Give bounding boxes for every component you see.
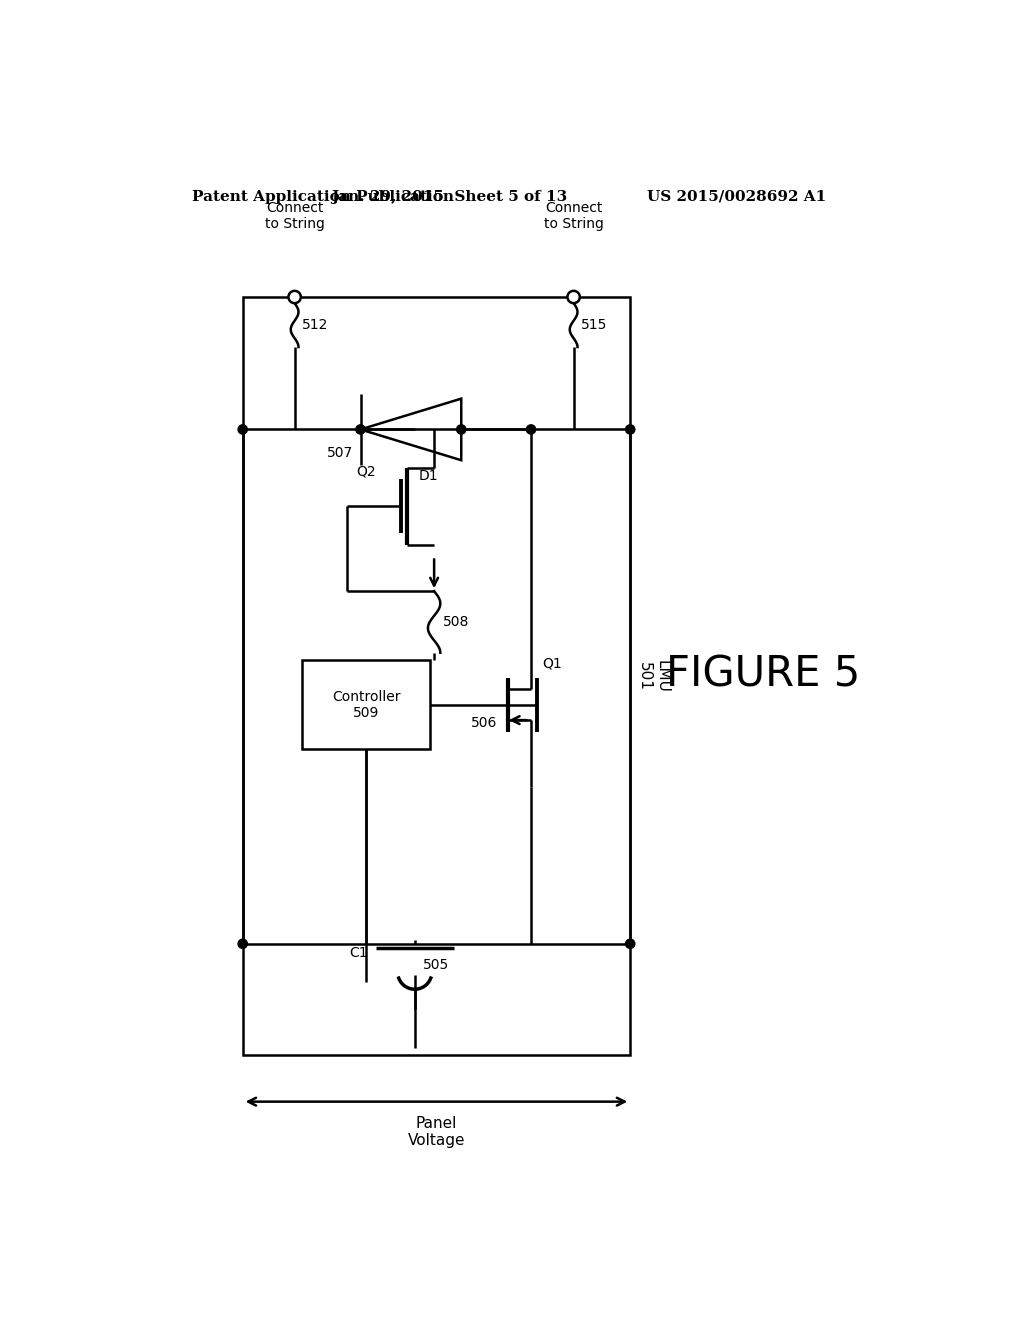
Circle shape (626, 940, 635, 949)
Circle shape (567, 290, 580, 304)
Circle shape (457, 425, 466, 434)
Text: Controller
509: Controller 509 (332, 689, 400, 719)
Text: 506: 506 (471, 717, 497, 730)
Text: LMU
501: LMU 501 (637, 660, 670, 693)
Text: Connect
to String: Connect to String (264, 201, 325, 231)
Circle shape (356, 425, 366, 434)
Text: 505: 505 (423, 957, 449, 972)
Text: Patent Application Publication: Patent Application Publication (191, 190, 454, 203)
Text: C1: C1 (349, 946, 369, 960)
Text: 515: 515 (582, 318, 608, 333)
Text: US 2015/0028692 A1: US 2015/0028692 A1 (647, 190, 826, 203)
Circle shape (526, 425, 536, 434)
Text: Jan. 29, 2015  Sheet 5 of 13: Jan. 29, 2015 Sheet 5 of 13 (332, 190, 567, 203)
Text: Q1: Q1 (543, 656, 562, 671)
Text: FIGURE 5: FIGURE 5 (667, 653, 860, 696)
Text: Panel
Voltage: Panel Voltage (408, 1115, 465, 1148)
Text: D1: D1 (419, 470, 438, 483)
Circle shape (238, 940, 248, 949)
Circle shape (238, 425, 248, 434)
Bar (302, 660, 430, 748)
Circle shape (289, 290, 301, 304)
Text: 508: 508 (443, 615, 470, 628)
Text: 507: 507 (327, 446, 352, 461)
Bar (243, 297, 630, 1056)
Text: 512: 512 (302, 318, 329, 333)
Circle shape (626, 425, 635, 434)
Text: Q2: Q2 (356, 465, 376, 478)
Text: Connect
to String: Connect to String (544, 201, 603, 231)
